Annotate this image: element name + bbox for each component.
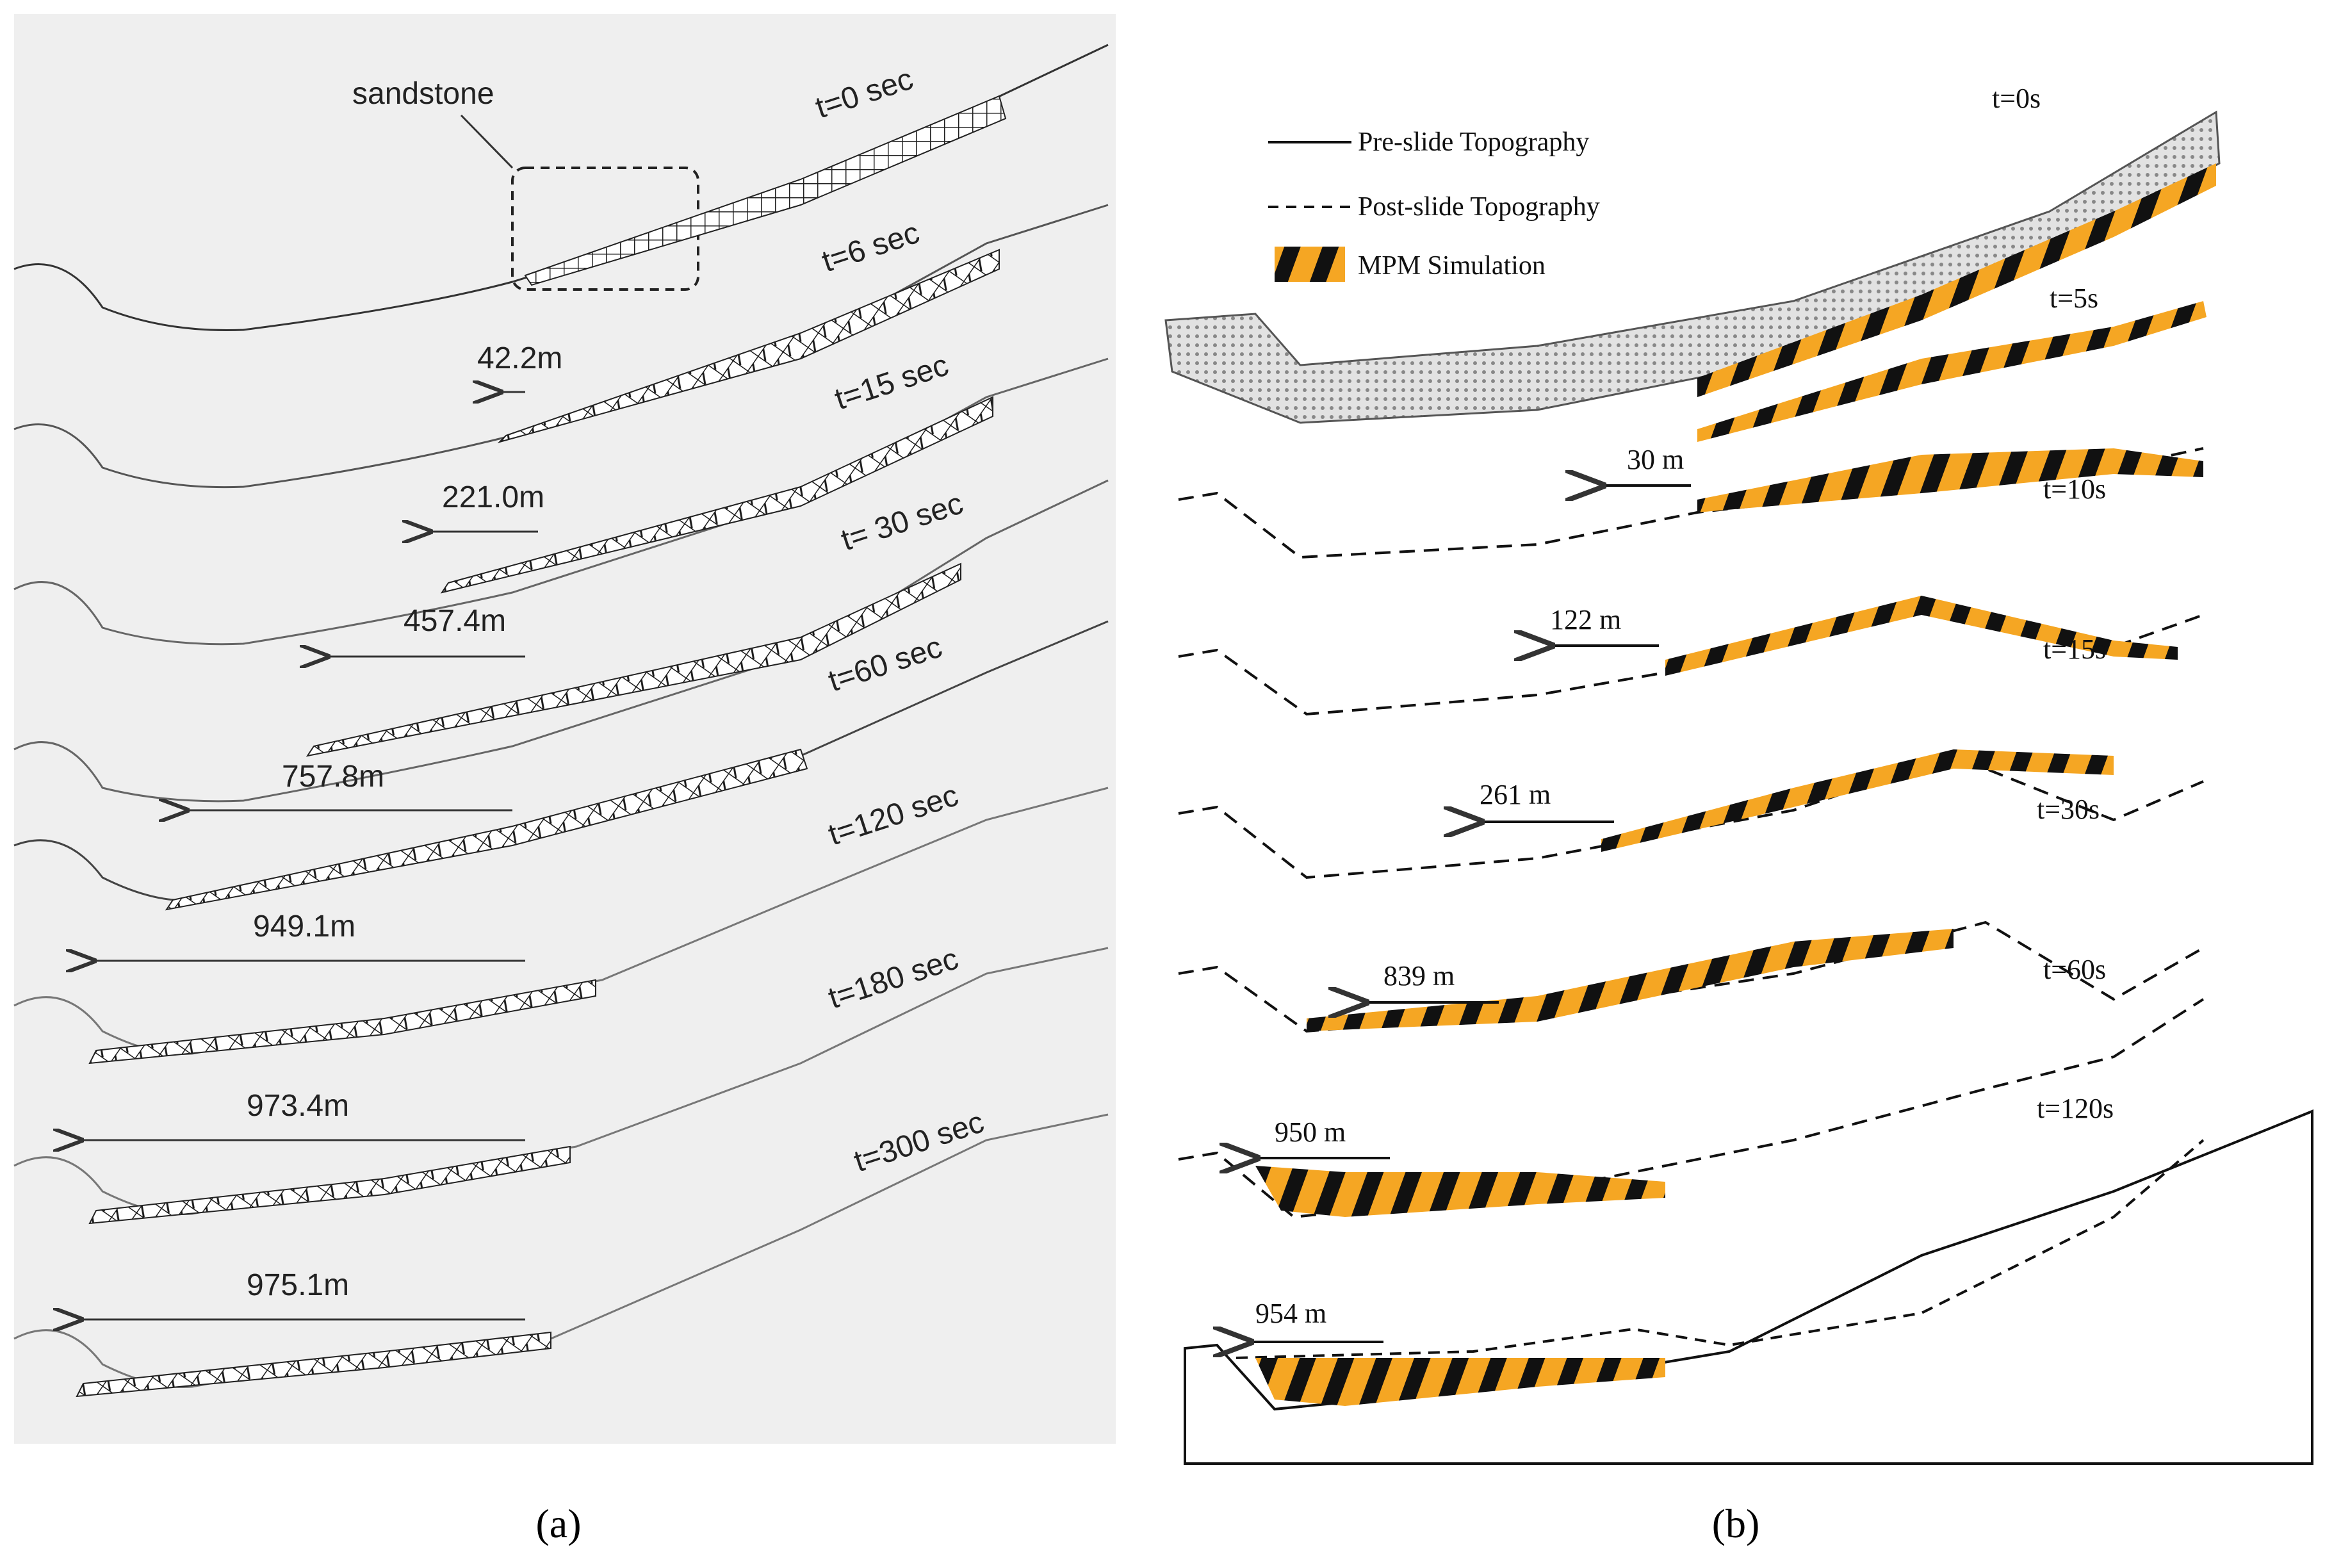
pre-slide-outline	[1184, 1109, 2313, 1465]
frame-a-1: 42.2m t=6 sec	[13, 204, 1109, 489]
panel-a-caption: (a)	[535, 1501, 581, 1546]
runout-label: 949.1m	[253, 910, 355, 943]
sandstone-label: sandstone	[352, 77, 494, 111]
mpm-body	[1255, 1358, 1665, 1406]
frame-b-1: t=5s	[1697, 282, 2207, 442]
mpm-body	[1697, 163, 2216, 397]
runout-label: 839 m	[1383, 960, 1455, 992]
terrain-line	[13, 44, 1109, 332]
time-label: t=5s	[2050, 282, 2098, 314]
terrain-line	[13, 479, 1109, 803]
terrain-line	[1178, 920, 2204, 1033]
intact-mesh	[524, 95, 1007, 286]
runout-label: 950 m	[1275, 1116, 1346, 1148]
frame-b-2: 30 m t=10s	[1178, 444, 2204, 559]
panel-b: Pre-slide Topography Post-slide Topograp…	[1164, 83, 2313, 1546]
frame-b-4: 261 m t=30s	[1178, 749, 2204, 879]
time-label: t=60s	[2043, 954, 2106, 985]
legend-post-label: Post-slide Topography	[1358, 192, 1600, 222]
runout-label: 457.4m	[404, 604, 506, 638]
debris-mass	[306, 562, 961, 757]
mpm-body	[1697, 301, 2207, 442]
frame-b-6: 950 m t=120s	[1178, 998, 2205, 1219]
terrain-line	[13, 357, 1109, 646]
frame-b-7: 954 m	[1184, 1109, 2313, 1465]
time-label: t=0s	[1992, 83, 2041, 114]
sandstone-pointer	[460, 114, 514, 169]
mpm-body	[1665, 596, 2178, 676]
runout-label: 757.8m	[282, 760, 384, 794]
runout-label: 221.0m	[442, 480, 544, 514]
debris-mass	[88, 1145, 571, 1225]
debris-mass	[497, 249, 1000, 443]
runout-label: 30 m	[1627, 444, 1684, 475]
panel-b-caption: (b)	[1712, 1501, 1760, 1546]
panel-a: sandstone t=0 sec 42.2m t=6 sec 221.0m t…	[13, 14, 1116, 1546]
frame-b-0: t=0s	[1164, 83, 2221, 424]
mpm-body	[1601, 749, 2114, 852]
runout-label: 973.4m	[247, 1089, 349, 1123]
runout-label: 42.2m	[477, 341, 562, 375]
legend-pre-label: Pre-slide Topography	[1358, 127, 1589, 157]
time-label: t=120s	[2037, 1093, 2114, 1124]
time-label: t=30s	[2037, 794, 2100, 825]
runout-label: 122 m	[1550, 604, 1621, 635]
post-slide-line	[1236, 1139, 2205, 1359]
runout-label: 954 m	[1255, 1298, 1326, 1329]
debris-mass	[88, 979, 596, 1065]
terrain-line	[13, 204, 1109, 489]
legend-mpm-swatch	[1275, 247, 1345, 282]
sandstone-box	[511, 167, 699, 291]
runout-label: 975.1m	[247, 1268, 349, 1302]
mpm-body	[1307, 929, 1954, 1031]
mpm-body	[1697, 448, 2203, 512]
time-label: t=10s	[2043, 473, 2106, 505]
debris-mass	[165, 748, 808, 911]
time-label: t=15s	[2043, 633, 2106, 665]
frame-b-5: 839 m t=60s	[1178, 920, 2204, 1033]
mpm-body	[1255, 1166, 1665, 1217]
runout-label: 261 m	[1480, 779, 1551, 810]
debris-mass	[76, 1331, 551, 1398]
legend: Pre-slide Topography Post-slide Topograp…	[1268, 127, 1600, 282]
legend-mpm-label: MPM Simulation	[1358, 251, 1546, 281]
frame-b-3: 122 m t=15s	[1178, 596, 2204, 716]
debris-mass	[440, 396, 993, 594]
